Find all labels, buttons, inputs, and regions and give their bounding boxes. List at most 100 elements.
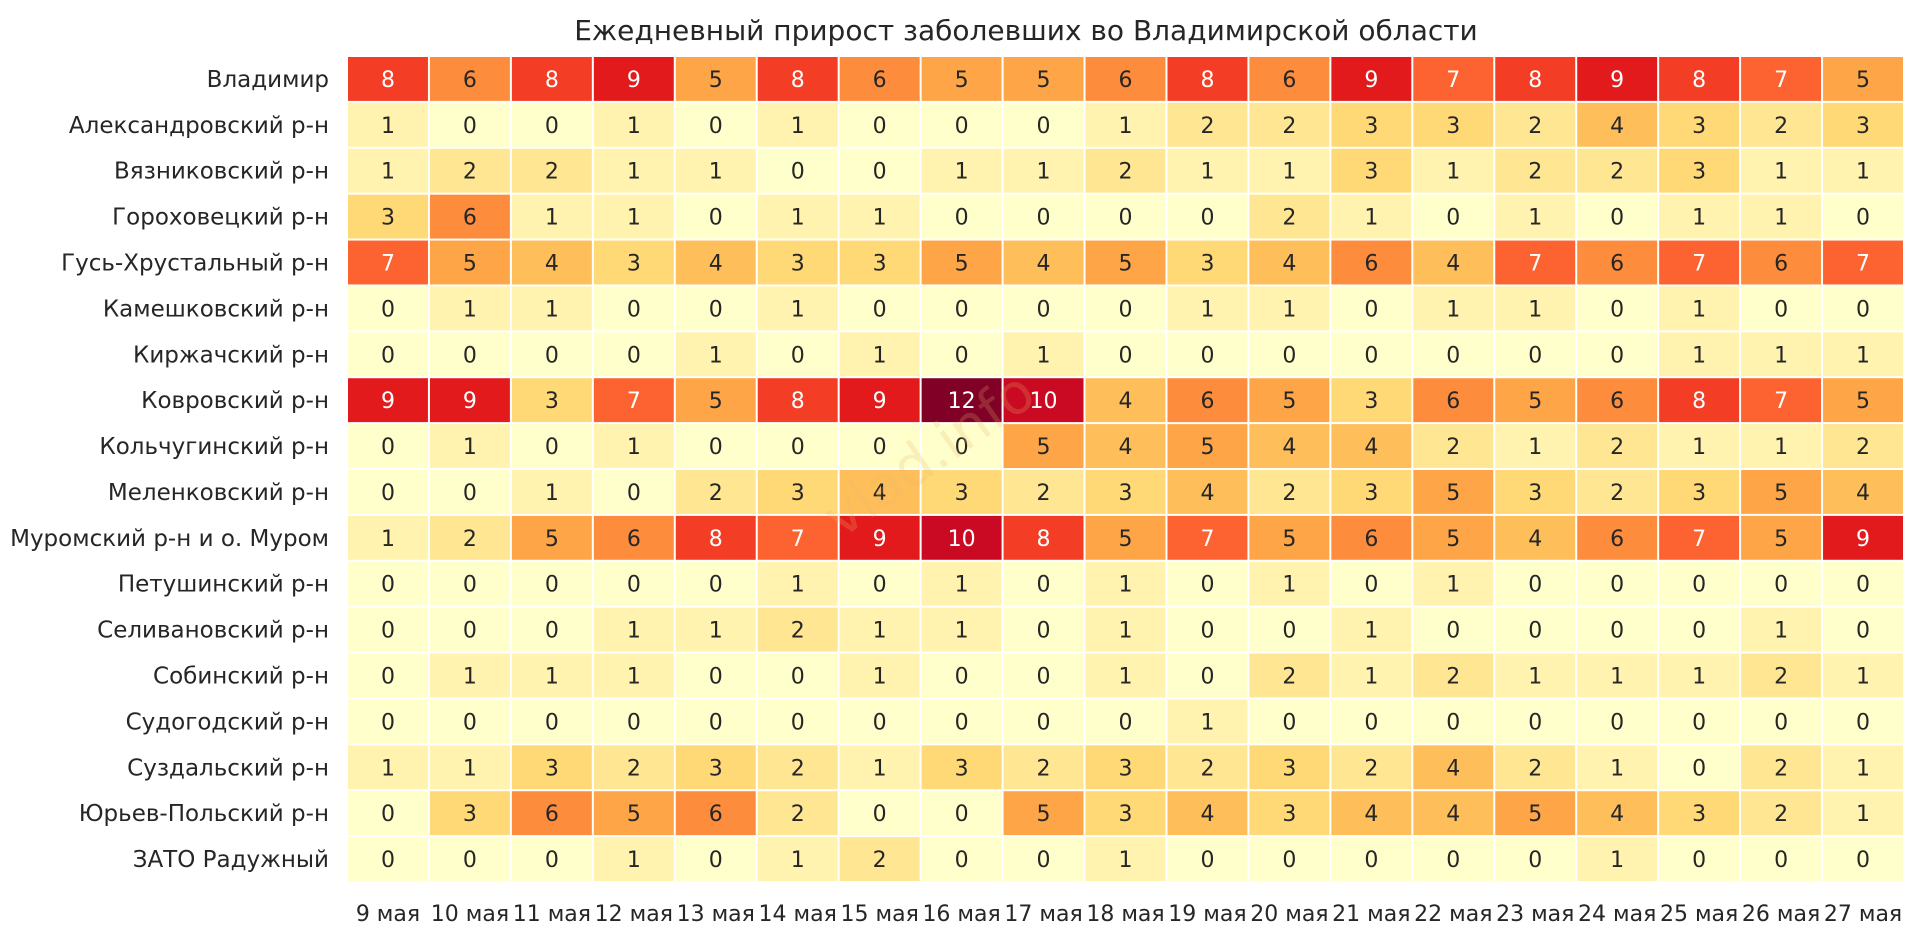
cell-value-label: 4 <box>1446 802 1460 827</box>
cell-value-label: 5 <box>1037 802 1051 827</box>
heatmap-cell <box>1249 332 1330 377</box>
heatmap-cell <box>593 102 674 147</box>
column-label: 19 мая <box>1168 902 1246 927</box>
heatmap-cell <box>757 699 838 744</box>
cell-value-label: 0 <box>955 114 969 139</box>
cell-value-label: 3 <box>1692 481 1706 506</box>
heatmap-cell <box>1659 378 1740 423</box>
heatmap-cell <box>839 286 920 331</box>
heatmap-cell <box>1577 378 1658 423</box>
cell-value-label: 7 <box>627 389 641 414</box>
heatmap-cell <box>429 148 510 193</box>
cell-value-label: 5 <box>1200 435 1214 460</box>
heatmap-cell <box>757 102 838 147</box>
heatmap-cell <box>1495 332 1576 377</box>
heatmap-cell <box>348 57 428 101</box>
cell-value-label: 0 <box>1037 114 1051 139</box>
cell-value-label: 3 <box>709 756 723 781</box>
heatmap-cell <box>1659 607 1740 652</box>
heatmap-cell <box>1167 194 1248 239</box>
heatmap-cell <box>1577 561 1658 606</box>
heatmap-cell <box>429 791 510 836</box>
cell-value-label: 0 <box>1200 343 1214 368</box>
cell-value-label: 1 <box>1528 206 1542 231</box>
heatmap-cell <box>1741 653 1822 698</box>
heatmap-cell <box>757 57 838 101</box>
cell-value-label: 6 <box>1200 389 1214 414</box>
heatmap-cell <box>1167 424 1248 468</box>
cell-value-label: 0 <box>873 435 887 460</box>
heatmap-cell <box>593 607 674 652</box>
heatmap-cell <box>921 470 1002 514</box>
heatmap-cell <box>921 102 1002 147</box>
cell-value-label: 1 <box>1692 206 1706 231</box>
heatmap-cell <box>593 745 674 790</box>
heatmap-cell <box>1741 102 1822 147</box>
heatmap-cell <box>1331 791 1412 836</box>
heatmap-cell <box>1823 240 1903 285</box>
heatmap-cell <box>1331 57 1412 101</box>
cell-value-label: 6 <box>1364 527 1378 552</box>
heatmap-cell <box>1331 699 1412 744</box>
cell-value-label: 6 <box>1282 68 1296 93</box>
cell-value-label: 0 <box>1610 619 1624 644</box>
cell-value-label: 2 <box>1200 114 1214 139</box>
cell-value-label: 0 <box>381 435 395 460</box>
cell-value-label: 1 <box>1282 573 1296 598</box>
heatmap-cell <box>1577 470 1658 514</box>
heatmap-cell <box>675 286 756 331</box>
cell-value-label: 0 <box>381 848 395 873</box>
cell-value-label: 2 <box>1610 435 1624 460</box>
heatmap-cell <box>511 745 592 790</box>
cell-value-label: 0 <box>1200 665 1214 690</box>
heatmap-cell <box>921 607 1002 652</box>
cell-value-label: 3 <box>1692 160 1706 185</box>
heatmap-cell <box>921 194 1002 239</box>
cell-value-label: 2 <box>791 619 805 644</box>
heatmap-cell <box>757 470 838 514</box>
heatmap-cell <box>839 837 920 881</box>
cell-value-label: 0 <box>1692 573 1706 598</box>
cell-value-label: 3 <box>1364 481 1378 506</box>
cell-value-label: 1 <box>955 573 969 598</box>
cell-value-label: 0 <box>709 297 723 322</box>
heatmap-cell <box>757 332 838 377</box>
cell-value-label: 0 <box>545 435 559 460</box>
column-label: 15 мая <box>841 902 919 927</box>
heatmap-cell <box>1085 837 1166 881</box>
heatmap-cell <box>839 470 920 514</box>
heatmap-cell <box>1003 332 1084 377</box>
cell-value-label: 3 <box>1119 481 1133 506</box>
cell-value-label: 0 <box>1856 848 1870 873</box>
cell-value-label: 0 <box>1446 710 1460 735</box>
cell-value-label: 5 <box>1774 527 1788 552</box>
heatmap-cell <box>429 699 510 744</box>
heatmap-cell <box>1003 424 1084 468</box>
cell-value-label: 0 <box>1856 710 1870 735</box>
heatmap-cell <box>1003 194 1084 239</box>
cell-value-label: 1 <box>463 297 477 322</box>
cell-value-label: 2 <box>1282 665 1296 690</box>
heatmap-cell <box>839 791 920 836</box>
cell-value-label: 1 <box>463 435 477 460</box>
heatmap-cell <box>1249 837 1330 881</box>
cell-value-label: 0 <box>955 297 969 322</box>
heatmap-cell <box>1495 57 1576 101</box>
heatmap-cell <box>1659 653 1740 698</box>
cell-value-label: 1 <box>1692 343 1706 368</box>
cell-value-label: 3 <box>873 252 887 277</box>
cell-value-label: 2 <box>1528 114 1542 139</box>
cell-value-label: 7 <box>1692 527 1706 552</box>
heatmap-cell <box>839 332 920 377</box>
heatmap-cell <box>1495 745 1576 790</box>
heatmap-cell <box>511 240 592 285</box>
cell-value-label: 2 <box>463 160 477 185</box>
cell-value-label: 2 <box>1528 756 1542 781</box>
heatmap-cell <box>839 194 920 239</box>
cell-value-label: 0 <box>381 481 395 506</box>
heatmap-cell <box>429 332 510 377</box>
heatmap-cell <box>1003 837 1084 881</box>
row-label: Камешковский р-н <box>103 296 329 322</box>
cell-value-label: 0 <box>1692 848 1706 873</box>
heatmap-cell <box>1741 607 1822 652</box>
